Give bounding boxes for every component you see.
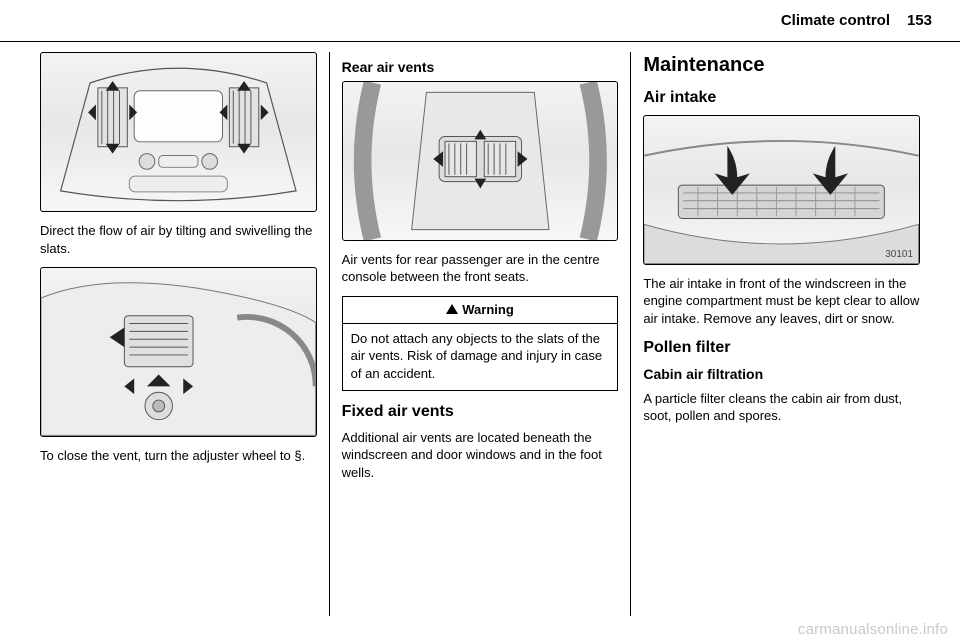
manual-page: Climate control 153 xyxy=(0,0,960,642)
warning-body: Do not attach any objects to the slats o… xyxy=(343,324,618,391)
para-close-vent: To close the vent, turn the adjuster whe… xyxy=(40,447,317,465)
header-page-number: 153 xyxy=(907,12,932,29)
heading-maintenance: Maintenance xyxy=(643,52,920,79)
dash-vents-svg xyxy=(41,53,316,211)
illustration-rear-vents xyxy=(342,81,619,241)
para-air-intake: The air intake in front of the windscree… xyxy=(643,275,920,328)
heading-cabin-filtration: Cabin air filtration xyxy=(643,365,920,384)
side-vent-svg xyxy=(41,268,316,436)
warning-heading: Warning xyxy=(343,297,618,324)
warning-triangle-icon xyxy=(446,304,458,314)
column-1: Direct the flow of air by tilting and sw… xyxy=(28,52,329,616)
illustration-label: 30101 xyxy=(885,248,913,262)
illustration-air-intake: 30101 xyxy=(643,115,920,265)
heading-air-intake: Air intake xyxy=(643,87,920,109)
air-intake-svg xyxy=(644,116,919,264)
rear-vents-svg xyxy=(343,82,618,240)
heading-pollen-filter: Pollen filter xyxy=(643,337,920,359)
column-2: Rear air vents xyxy=(329,52,631,616)
para-direct-airflow: Direct the flow of air by tilting and sw… xyxy=(40,222,317,257)
header-section-title: Climate control xyxy=(781,12,890,29)
para-cabin-filter: A particle filter cleans the cabin air f… xyxy=(643,390,920,425)
page-header: Climate control 153 xyxy=(0,0,960,42)
warning-box: Warning Do not attach any objects to the… xyxy=(342,296,619,391)
heading-fixed-air-vents: Fixed air vents xyxy=(342,401,619,423)
column-3: Maintenance Air intake xyxy=(630,52,932,616)
para-fixed-vents: Additional air vents are located beneath… xyxy=(342,429,619,482)
content-columns: Direct the flow of air by tilting and sw… xyxy=(28,52,932,616)
watermark: carmanualsonline.info xyxy=(798,621,948,638)
para-rear-vents: Air vents for rear passenger are in the … xyxy=(342,251,619,286)
illustration-side-vent xyxy=(40,267,317,437)
illustration-dash-vents xyxy=(40,52,317,212)
close-symbol: § xyxy=(294,448,301,463)
warning-title: Warning xyxy=(462,302,514,317)
para-close-vent-text: To close the vent, turn the adjuster whe… xyxy=(40,448,291,463)
heading-rear-air-vents: Rear air vents xyxy=(342,58,619,77)
